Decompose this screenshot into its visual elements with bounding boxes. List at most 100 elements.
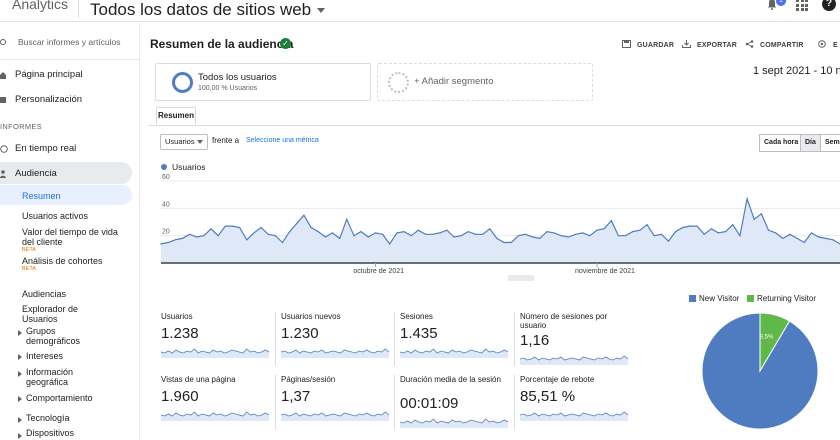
date-range-picker[interactable]: 1 sept 2021 - 10 nov	[753, 65, 840, 77]
sidebar-item-lifetime-value[interactable]: Valor del tiempo de vida del cliente BET…	[22, 227, 132, 253]
data-point	[639, 229, 641, 231]
sidebar-item-demographics[interactable]: Grupos demográficos	[26, 326, 81, 346]
sidebar-item-overview[interactable]: Resumen	[22, 191, 61, 201]
data-point	[732, 224, 734, 226]
data-point	[374, 232, 377, 234]
scorecard-sparkline	[281, 411, 389, 421]
scorecard[interactable]: Sesiones 1.435	[400, 312, 512, 370]
scorecard-label: Usuarios	[161, 312, 193, 321]
data-point	[503, 241, 505, 244]
data-point	[210, 228, 212, 230]
insights-button[interactable]: E	[818, 40, 838, 49]
data-point	[682, 226, 684, 229]
sidebar-item-devices[interactable]: Dispositivos	[26, 428, 75, 438]
data-point	[217, 235, 219, 237]
property-selector[interactable]: Todos los datos de sitios web	[90, 0, 326, 20]
sidebar-item-label: Análisis de cohortes	[22, 256, 103, 266]
data-point	[582, 232, 584, 234]
scorecard[interactable]: Usuarios nuevos 1.230	[281, 312, 393, 370]
data-point	[424, 233, 427, 235]
save-button[interactable]: GUARDAR	[622, 40, 674, 49]
series-legend-label: Usuarios	[172, 162, 206, 172]
scorecard[interactable]: Porcentaje de rebote 85,51 %	[520, 375, 632, 433]
x-tick-label: octubre de 2021	[353, 268, 404, 275]
data-point	[660, 233, 662, 235]
sidebar-item-technology[interactable]: Tecnología	[26, 413, 70, 423]
granularity-week[interactable]: Sema	[820, 134, 840, 152]
segment-subtitle: 100,00 % Usuarios	[198, 85, 258, 92]
data-point	[632, 230, 634, 233]
scorecard[interactable]: Usuarios 1.238	[161, 312, 273, 370]
data-point	[825, 237, 827, 239]
header-divider	[78, 0, 79, 18]
sidebar-item-geo[interactable]: Información geográfica	[26, 367, 74, 387]
save-label: GUARDAR	[637, 42, 675, 49]
search-input[interactable]: Buscar informes y artículos	[18, 37, 121, 47]
help-icon[interactable]: ?	[822, 0, 836, 11]
scorecard[interactable]: Número de sesiones por usuario 1,16	[520, 312, 632, 370]
data-point	[289, 230, 291, 233]
scorecard-sparkline	[161, 411, 269, 421]
data-point	[624, 235, 627, 237]
chart-collapse-handle[interactable]	[508, 275, 534, 281]
share-button[interactable]: COMPARTIR	[745, 40, 804, 49]
data-point	[396, 232, 398, 234]
sidebar-item-audiences[interactable]: Audiencias	[22, 289, 67, 299]
data-point	[174, 239, 176, 241]
sparkline-line	[281, 411, 389, 417]
sparkline-line	[520, 411, 628, 417]
scorecard-sparkline	[520, 355, 628, 365]
data-point	[532, 236, 534, 238]
sparkline-area	[520, 356, 628, 365]
select-metric-link[interactable]: Seleccione una métrica	[246, 137, 319, 144]
data-point	[239, 226, 241, 229]
data-point	[739, 235, 741, 237]
data-point	[410, 235, 412, 237]
export-button[interactable]: EXPORTAR	[682, 40, 737, 49]
segment-ring-icon	[172, 72, 193, 93]
sidebar-item-interests[interactable]: Intereses	[26, 351, 64, 361]
sparkline-line	[400, 418, 508, 424]
data-point	[489, 228, 491, 230]
scorecard[interactable]: Páginas/sesión 1,37	[281, 375, 393, 433]
sparkline-line	[520, 355, 628, 361]
customization-icon	[0, 97, 6, 103]
expand-icon	[18, 354, 22, 360]
data-point	[610, 220, 612, 222]
data-point	[753, 218, 755, 220]
tab-overview[interactable]: Resumen	[156, 107, 196, 125]
metric-dropdown[interactable]: Usuarios	[160, 134, 208, 150]
pie-slice-new-visitor[interactable]	[701, 312, 819, 430]
granularity-hourly[interactable]: Cada hora	[759, 134, 804, 152]
data-point	[231, 225, 234, 227]
data-point	[196, 236, 198, 238]
add-segment-label: + Añadir segmento	[414, 76, 494, 87]
bell-icon[interactable]	[766, 0, 778, 10]
scorecard[interactable]: Vistas de una página 1.960	[161, 375, 273, 433]
scorecard-divider	[514, 375, 515, 429]
legend-swatch	[689, 295, 696, 302]
sidebar-item-cohort[interactable]: Análisis de cohortes BETA	[22, 256, 132, 272]
granularity-day[interactable]: Día	[800, 134, 821, 152]
scorecard-sparkline	[400, 418, 508, 428]
share-label: COMPARTIR	[760, 42, 804, 49]
sidebar-item-label: Audiencia	[15, 168, 57, 179]
sidebar-item-active-users[interactable]: Usuarios activos	[22, 211, 89, 221]
sidebar: Buscar informes y artículos Página princ…	[0, 23, 140, 440]
data-point	[432, 233, 434, 235]
segment-all-users[interactable]: Todos los usuarios 100,00 % Usuarios	[155, 63, 371, 101]
scorecard[interactable]: Duración media de la sesión 00:01:09	[400, 375, 512, 433]
sidebar-item-label: Valor del tiempo de vida del cliente	[22, 227, 118, 247]
pie-slice-label: 8,5%	[760, 334, 774, 340]
scorecard-sparkline	[161, 348, 269, 358]
save-icon	[622, 40, 631, 48]
scorecard-value: 85,51 %	[520, 388, 576, 405]
sidebar-item-behavior[interactable]: Comportamiento	[26, 393, 93, 403]
apps-grid-icon[interactable]	[796, 0, 808, 11]
data-point	[696, 225, 698, 227]
data-point	[510, 241, 512, 244]
add-segment-card[interactable]: + Añadir segmento	[377, 63, 593, 101]
data-point	[689, 225, 691, 227]
sidebar-item-user-explorer[interactable]: Explorador de Usuarios	[22, 304, 79, 324]
scorecard-value: 1,37	[281, 388, 311, 405]
